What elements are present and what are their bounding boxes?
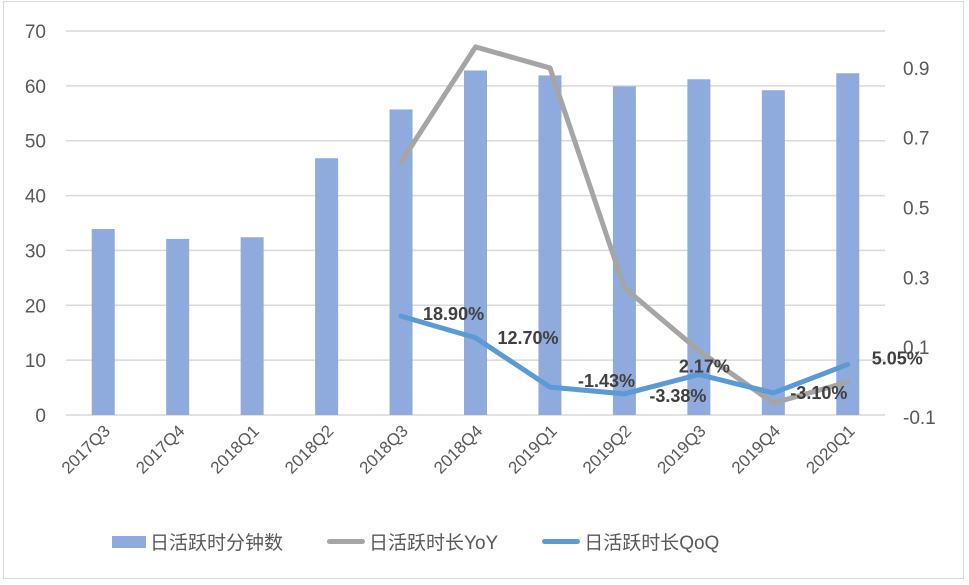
x-axis-tick: 2017Q3 <box>58 421 114 477</box>
legend-line-swatch-icon <box>327 539 366 544</box>
right-axis-tick: 0.5 <box>903 199 929 220</box>
left-axis-tick: 40 <box>25 187 46 208</box>
left-axis-tick: 50 <box>25 132 46 153</box>
chart-frame <box>3 1 964 579</box>
x-axis-tick: 2017Q4 <box>132 421 188 477</box>
legend-bar-swatch-icon <box>112 535 146 548</box>
data-label: -3.10% <box>790 383 847 403</box>
x-axis-tick: 2018Q3 <box>356 421 412 477</box>
right-axis-tick: 0.3 <box>903 268 929 289</box>
left-axis-tick: 20 <box>25 296 46 317</box>
data-label: -1.43% <box>578 371 635 391</box>
x-axis-tick: 2018Q1 <box>207 421 263 477</box>
chart-plot: 0 10 20 30 40 50 60 70 -0.1 0.1 0.3 0.5 0.7 0.9 18.90%… <box>25 22 936 478</box>
right-axis-tick: 0.7 <box>903 129 929 150</box>
data-label: 12.70% <box>498 328 559 348</box>
bar-2018Q4[interactable] <box>464 70 487 416</box>
x-axis-tick: 2019Q3 <box>653 421 709 477</box>
legend-item-yoy[interactable]: 日活跃时长YoY <box>327 528 498 555</box>
bar-2020Q1[interactable] <box>836 73 860 416</box>
bar-2019Q4[interactable] <box>761 90 785 415</box>
qoq-line[interactable] <box>398 313 851 397</box>
right-axis-tick: 0.9 <box>903 59 929 80</box>
legend-label: 日活跃时长YoY <box>369 533 499 554</box>
bar-2019Q2[interactable] <box>612 86 636 416</box>
bar-2019Q3[interactable] <box>687 79 711 415</box>
data-label: 5.05% <box>872 348 923 368</box>
left-axis-tick: 70 <box>25 22 46 43</box>
x-axis-tick: 2020Q1 <box>802 421 858 477</box>
bar-2018Q2[interactable] <box>315 158 339 416</box>
legend-label: 日活跃时长QoQ <box>584 533 720 554</box>
left-axis-tick: 60 <box>25 77 46 98</box>
x-axis-tick: 2018Q2 <box>281 421 337 477</box>
chart-legend: 日活跃时分钟数 日活跃时长YoY 日活跃时长QoQ <box>112 528 763 555</box>
x-axis-tick: 2018Q4 <box>430 421 486 477</box>
bar-2018Q3[interactable] <box>389 109 413 416</box>
data-label: 18.90% <box>423 304 484 324</box>
legend-item-minutes[interactable]: 日活跃时分钟数 <box>112 528 283 555</box>
legend-label: 日活跃时分钟数 <box>150 533 284 554</box>
right-axis-tick: 0.1 <box>903 338 929 359</box>
legend-line-swatch-icon <box>542 539 581 544</box>
data-label: -3.38% <box>649 386 706 406</box>
left-axis-tick: 30 <box>25 241 46 262</box>
legend-item-qoq[interactable]: 日活跃时长QoQ <box>542 528 719 555</box>
yoy-line[interactable] <box>398 44 851 406</box>
x-axis-tick: 2019Q2 <box>579 421 635 477</box>
left-axis-tick: 10 <box>25 351 46 372</box>
bar-2019Q1[interactable] <box>538 75 562 415</box>
x-axis-tick: 2019Q1 <box>505 421 561 477</box>
left-axis-tick: 0 <box>35 406 46 427</box>
data-label: 2.17% <box>679 357 730 377</box>
right-axis-tick: -0.1 <box>903 408 936 429</box>
x-axis-tick: 2019Q4 <box>728 421 784 477</box>
bar-2017Q3[interactable] <box>91 229 115 415</box>
bar-2018Q1[interactable] <box>240 237 264 415</box>
bar-2017Q4[interactable] <box>166 238 190 415</box>
